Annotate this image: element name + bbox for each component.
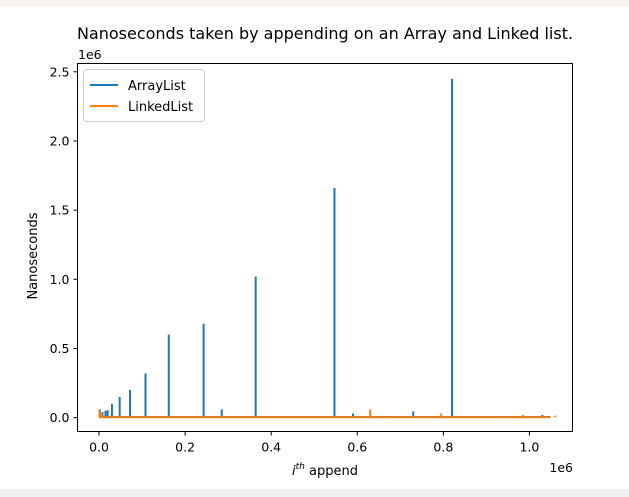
y-axis-label: Nanoseconds <box>26 212 41 299</box>
figure-toolbar <box>0 489 629 497</box>
x-tick-label: 0.4 <box>261 440 281 455</box>
y-tick-label: 0.5 <box>50 341 70 356</box>
x-offset-text: 1e6 <box>549 460 573 475</box>
y-tick-label: 1.5 <box>50 203 70 218</box>
series-layer <box>98 78 557 419</box>
y-axis-ticks: 0.0 0.5 1.0 1.5 2.0 2.5 <box>50 64 78 425</box>
y-tick-label: 0.0 <box>50 410 70 425</box>
x-tick-label: 0.8 <box>433 440 453 455</box>
x-axis-label-sup: th <box>296 462 306 472</box>
legend-label-arraylist: ArrayList <box>128 79 186 94</box>
y-tick-label: 2.5 <box>50 64 70 79</box>
x-tick-label: 0.2 <box>175 440 195 455</box>
x-axis-label: ith append <box>292 462 358 479</box>
y-tick-label: 2.0 <box>50 133 70 148</box>
legend: ArrayList LinkedList <box>83 69 205 122</box>
legend-box <box>83 69 205 122</box>
plot-frame <box>77 63 573 432</box>
figure-canvas: Nanoseconds taken by appending on an Arr… <box>0 6 629 489</box>
legend-label-linkedlist: LinkedList <box>128 100 193 115</box>
x-axis-ticks: 0.0 0.2 0.4 0.6 0.8 1.0 <box>89 431 540 455</box>
series-arraylist <box>98 78 551 418</box>
y-tick-label: 1.0 <box>50 272 70 287</box>
chart-title: Nanoseconds taken by appending on an Arr… <box>77 24 573 43</box>
x-tick-label: 1.0 <box>520 440 540 455</box>
x-tick-label: 0.6 <box>347 440 367 455</box>
series-linkedlist <box>98 409 557 419</box>
y-offset-text: 1e6 <box>78 47 102 62</box>
chart: Nanoseconds taken by appending on an Arr… <box>26 24 573 479</box>
x-axis-label-text: append <box>305 464 358 479</box>
x-tick-label: 0.0 <box>89 440 109 455</box>
window-top-strip <box>0 0 629 6</box>
